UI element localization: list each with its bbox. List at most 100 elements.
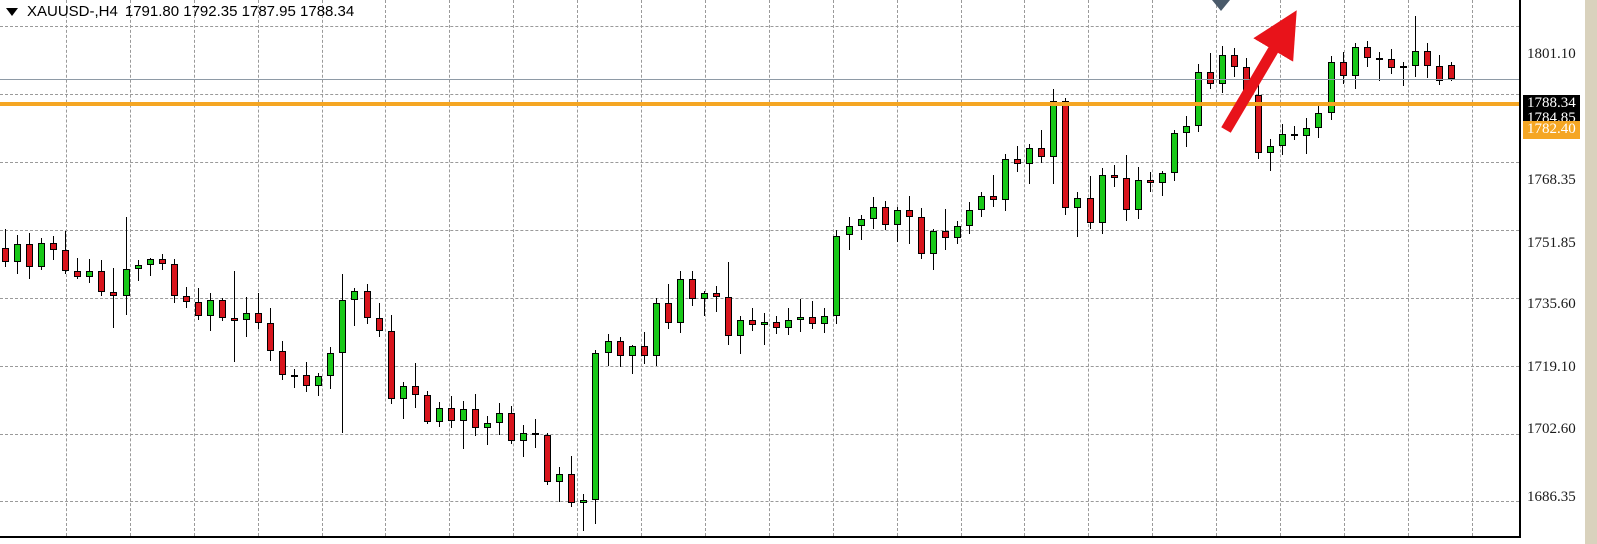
candlestick (532, 0, 539, 536)
candle-body-bullish (1135, 179, 1142, 210)
candle-body-bullish (1315, 112, 1322, 128)
price-axis-tick-label: 1735.60 (1527, 296, 1576, 312)
candlestick (231, 0, 238, 536)
candle-body-bullish (605, 341, 612, 354)
candle-body-bearish (195, 302, 202, 316)
candle-wick (559, 467, 560, 503)
candlestick (436, 0, 443, 536)
vertical-gridline (1088, 0, 1089, 536)
candlestick (954, 0, 961, 536)
candle-wick (993, 175, 994, 208)
candlestick (460, 0, 467, 536)
candlestick (665, 0, 672, 536)
candle-body-bearish (1038, 147, 1045, 157)
candle-body-bearish (906, 209, 913, 217)
candlestick (629, 0, 636, 536)
candle-body-bearish (1436, 65, 1443, 81)
candle-body-bullish (1303, 127, 1310, 137)
candle-body-bullish (954, 225, 961, 238)
candle-body-bullish (327, 353, 334, 377)
candlestick (279, 0, 286, 536)
candle-wick (909, 195, 910, 244)
candlestick (568, 0, 575, 536)
candlestick (1412, 0, 1419, 536)
candle-body-bullish (484, 423, 491, 428)
candlestick (159, 0, 166, 536)
vertical-gridline (385, 0, 386, 536)
candlestick (713, 0, 720, 536)
object-anchor-triangle-icon[interactable] (1212, 0, 1230, 11)
candlestick (508, 0, 515, 536)
right-gutter (1585, 0, 1597, 544)
price-scale-axis[interactable]: 1801.10 1768.35 1751.85 1735.60 1719.10 1702.… (1521, 0, 1585, 544)
candle-body-bearish (713, 292, 720, 297)
candle-body-bearish (159, 258, 166, 264)
candle-body-bearish (725, 296, 732, 336)
candle-body-bearish (424, 394, 431, 422)
vertical-gridline (1344, 0, 1345, 536)
candlestick (918, 0, 925, 536)
candle-body-bullish (339, 300, 346, 354)
candlestick (1315, 0, 1322, 536)
candle-body-bullish (1002, 158, 1009, 201)
price-axis-tick-label: 1719.10 (1527, 359, 1576, 375)
triangle-down-icon[interactable] (6, 7, 18, 16)
support-level-line[interactable] (0, 102, 1519, 106)
horizontal-gridline (0, 366, 1519, 367)
candlestick (1014, 0, 1021, 536)
chart-frame[interactable]: XAUUSD-,H4 1791.80 1792.35 1787.95 1788.… (0, 0, 1521, 538)
candle-wick (764, 313, 765, 346)
candlestick (846, 0, 853, 536)
candle-body-bearish (448, 407, 455, 421)
chart-plot-area[interactable] (0, 0, 1519, 536)
candle-body-bullish (1267, 146, 1274, 153)
candlestick (98, 0, 105, 536)
candlestick (520, 0, 527, 536)
candlestick (1207, 0, 1214, 536)
symbol-timeframe-label: XAUUSD-,H4 (27, 2, 118, 20)
candle-body-bearish (279, 351, 286, 376)
candlestick (496, 0, 503, 536)
candlestick (809, 0, 816, 536)
vertical-gridline (449, 0, 450, 536)
candle-body-bearish (773, 322, 780, 329)
candlestick (894, 0, 901, 536)
candle-body-bullish (400, 386, 407, 399)
candle-body-bearish (376, 318, 383, 331)
candlestick (1279, 0, 1286, 536)
candlestick (1255, 0, 1262, 536)
candle-body-bearish (990, 195, 997, 201)
candle-body-bearish (110, 291, 117, 296)
candle-body-bullish (1183, 126, 1190, 133)
candlestick (882, 0, 889, 536)
candle-wick (403, 382, 404, 420)
candlestick (870, 0, 877, 536)
vertical-gridline (1472, 0, 1473, 536)
candlestick (701, 0, 708, 536)
candle-body-bullish (1026, 147, 1033, 164)
candlestick (1364, 0, 1371, 536)
price-axis-tick-label: 1702.60 (1527, 421, 1576, 437)
candlestick (1388, 0, 1395, 536)
candle-body-bearish (617, 341, 624, 357)
candlestick (448, 0, 455, 536)
ohlc-values-label: 1791.80 1792.35 1787.95 1788.34 (124, 2, 355, 20)
candle-wick (752, 307, 753, 331)
candle-body-bearish (1340, 61, 1347, 76)
candle-wick (945, 209, 946, 251)
candlestick (1424, 0, 1431, 536)
candlestick (761, 0, 768, 536)
candle-body-bullish (496, 413, 503, 424)
candle-body-bearish (568, 473, 575, 503)
candle-body-bearish (1087, 198, 1094, 224)
price-axis-tick-label: 1768.35 (1527, 172, 1576, 188)
candle-wick (1379, 51, 1380, 81)
candlestick (966, 0, 973, 536)
vertical-gridline (130, 0, 131, 536)
candle-body-bearish (412, 386, 419, 395)
candle-body-bearish (472, 409, 479, 428)
candlestick (243, 0, 250, 536)
candle-body-bearish (1424, 50, 1431, 66)
candle-body-bullish (1400, 65, 1407, 69)
